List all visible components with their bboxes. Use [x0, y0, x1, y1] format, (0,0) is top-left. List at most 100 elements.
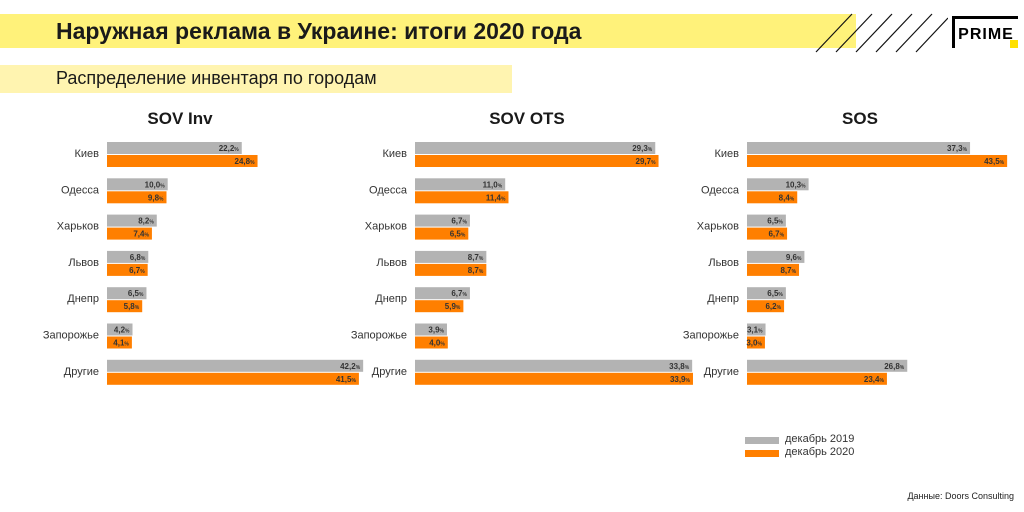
data-label: 42,2%	[340, 362, 361, 371]
bar-2020	[107, 155, 258, 167]
category-label: Другие	[704, 366, 739, 378]
bar-2020	[415, 372, 693, 385]
category-label: Харьков	[365, 221, 407, 233]
legend-swatch-2019	[745, 437, 779, 444]
data-label: 6,8%	[130, 253, 146, 262]
subtitle-band	[0, 65, 512, 93]
title-band	[0, 14, 856, 48]
category-label: Харьков	[697, 221, 739, 233]
bar-2020	[107, 336, 132, 349]
category-label: Львов	[68, 257, 99, 269]
page-title: Наружная реклама в Украине: итоги 2020 г…	[56, 18, 582, 44]
category-label: Одесса	[701, 184, 740, 196]
data-label: 6,5%	[767, 217, 783, 226]
bar-2019	[415, 359, 693, 372]
data-label: 3,1%	[747, 326, 763, 335]
data-label: 29,7%	[636, 157, 657, 166]
data-label: 10,0%	[145, 180, 166, 189]
bar-2019	[415, 178, 506, 191]
bar-2020	[747, 191, 798, 204]
data-label: 41,5%	[336, 375, 357, 384]
page-subtitle: Распределение инвентаря по городам	[56, 68, 377, 88]
data-label: 37,3%	[947, 144, 968, 153]
bar-2019	[415, 323, 447, 336]
data-label: 3,9%	[428, 326, 444, 335]
bar-2020	[747, 227, 788, 240]
bar-2019	[415, 142, 656, 154]
category-label: Днепр	[375, 293, 407, 305]
data-label: 10,3%	[786, 180, 807, 189]
bar-2019	[107, 178, 168, 191]
data-label: 4,0%	[429, 339, 445, 348]
data-label: 4,2%	[114, 326, 130, 335]
data-label: 23,4%	[864, 375, 885, 384]
chart-title-0: SOV Inv	[147, 109, 213, 128]
bar-2020	[747, 336, 765, 349]
data-label: 6,7%	[451, 289, 467, 298]
data-label: 29,3%	[632, 144, 653, 153]
data-label: 26,8%	[884, 362, 905, 371]
chart-title-2: SOS	[842, 109, 878, 128]
data-label: 7,4%	[133, 230, 149, 239]
bar-2019	[107, 287, 147, 300]
legend-swatch-2020	[745, 450, 779, 457]
chart-title-1: SOV OTS	[489, 109, 565, 128]
legend-label-2019: декабрь 2019	[785, 433, 855, 445]
data-label: 33,8%	[669, 362, 690, 371]
bar-2019	[747, 142, 971, 154]
category-label: Другие	[372, 366, 407, 378]
data-label: 8,7%	[468, 253, 484, 262]
data-label: 22,2%	[219, 144, 240, 153]
bar-2019	[415, 287, 470, 300]
category-label: Другие	[64, 366, 99, 378]
bar-2020	[107, 300, 143, 313]
data-label: 6,5%	[767, 289, 783, 298]
bar-2020	[107, 227, 152, 240]
data-label: 6,5%	[450, 230, 466, 239]
data-label: 6,7%	[129, 266, 145, 275]
decorative-stripes	[815, 13, 948, 53]
bar-2019	[107, 250, 149, 263]
bar-2020	[747, 155, 1008, 167]
data-label: 4,1%	[113, 339, 129, 348]
data-label: 9,6%	[786, 253, 802, 262]
category-label: Львов	[708, 257, 739, 269]
bar-2019	[747, 359, 908, 372]
bar-2020	[107, 263, 148, 276]
category-label: Киев	[382, 148, 407, 160]
data-label: 6,7%	[451, 217, 467, 226]
bar-2020	[415, 336, 448, 349]
bar-2020	[747, 372, 887, 385]
category-label: Одесса	[369, 184, 408, 196]
bar-2020	[747, 263, 800, 276]
bar-2019	[747, 323, 766, 336]
data-label: 9,8%	[148, 193, 164, 202]
bar-2019	[747, 214, 786, 227]
data-label: 5,9%	[445, 302, 461, 311]
bar-2020	[415, 191, 509, 204]
data-label: 6,7%	[768, 230, 784, 239]
bar-2020	[415, 300, 464, 313]
category-label: Киев	[74, 148, 99, 160]
category-label: Запорожье	[683, 330, 739, 342]
bar-2019	[107, 323, 133, 336]
bar-2019	[747, 178, 809, 191]
category-label: Харьков	[57, 221, 99, 233]
category-label: Одесса	[61, 184, 100, 196]
category-label: Днепр	[67, 293, 99, 305]
data-label: 5,8%	[124, 302, 140, 311]
category-label: Киев	[714, 148, 739, 160]
bar-2020	[415, 227, 469, 240]
source-note: Данные: Doors Consulting	[907, 491, 1014, 501]
data-label: 8,7%	[468, 266, 484, 275]
data-label: 8,2%	[138, 217, 154, 226]
category-label: Львов	[376, 257, 407, 269]
bar-2020	[107, 191, 167, 204]
category-label: Запорожье	[351, 330, 407, 342]
logo: PRIME	[958, 26, 1014, 43]
bar-2020	[747, 300, 785, 313]
bar-2020	[415, 155, 659, 167]
bar-2019	[107, 359, 364, 372]
data-label: 11,0%	[483, 180, 503, 189]
